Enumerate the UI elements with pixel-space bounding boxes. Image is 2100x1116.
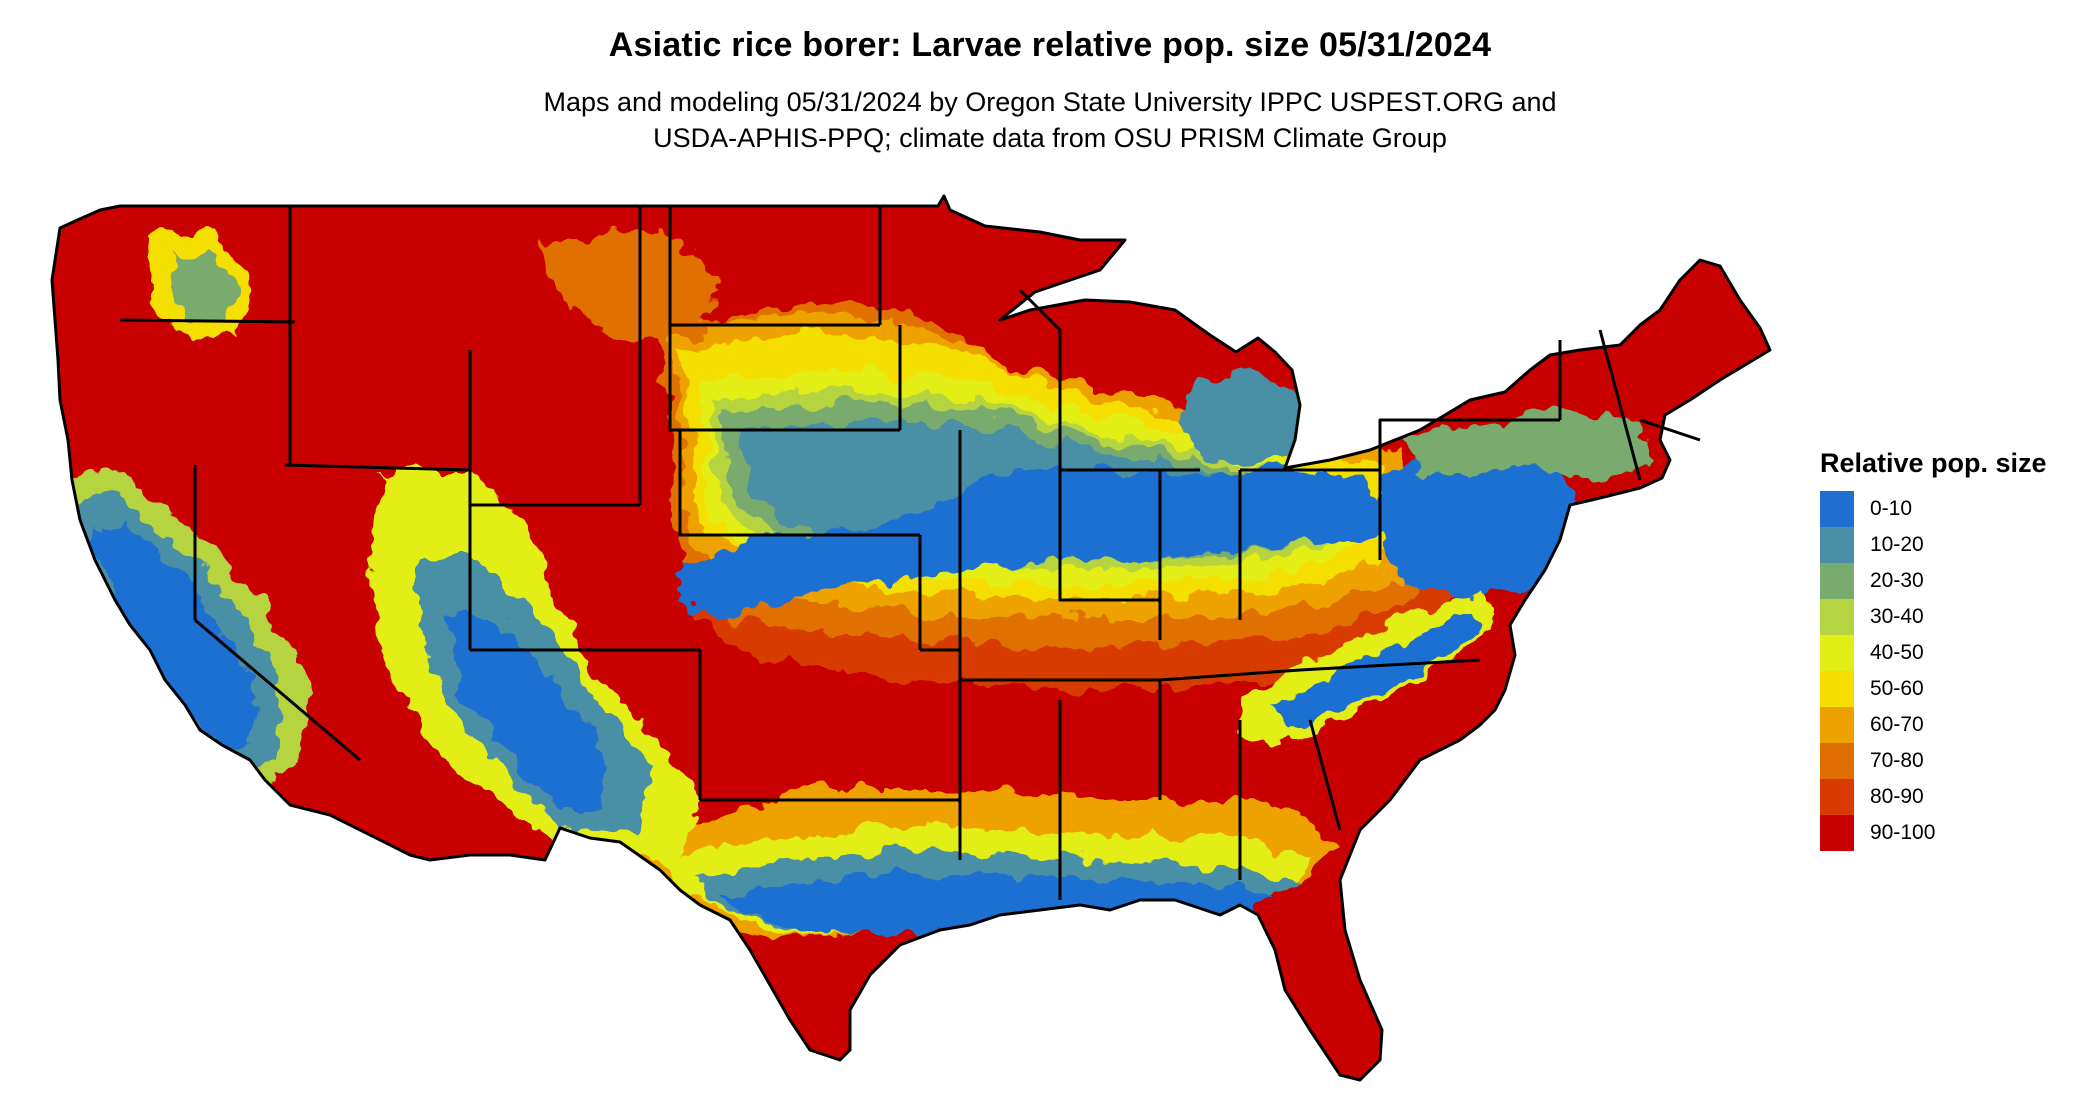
zone-10-20-michigan [1180, 370, 1300, 465]
legend-item: 10-20 [1820, 527, 2047, 563]
subtitle-line-2: USDA-APHIS-PPQ; climate data from OSU PR… [653, 123, 1447, 153]
state-boundaries [50, 194, 1772, 1082]
legend-label: 50-60 [1870, 677, 1924, 700]
zone-70-80-montana-dakotas [540, 230, 720, 340]
legend-item: 90-100 [1820, 815, 2047, 851]
zone-0-10-mid-atlantic [1380, 455, 1580, 600]
legend-title: Relative pop. size [1820, 448, 2047, 478]
zone-0-10-colorado-plateau [450, 620, 610, 810]
legend-label: 40-50 [1870, 641, 1924, 664]
legend-item: 80-90 [1820, 779, 2047, 815]
legend-swatch [1820, 563, 1854, 599]
legend-item: 30-40 [1820, 599, 2047, 635]
legend-item: 20-30 [1820, 563, 2047, 599]
legend-label: 70-80 [1870, 749, 1924, 772]
zone-20-30-northeast [1400, 410, 1650, 480]
legend-item: 60-70 [1820, 707, 2047, 743]
map-title: Asiatic rice borer: Larvae relative pop.… [608, 26, 1492, 64]
legend-swatch [1820, 743, 1854, 779]
legend-label: 80-90 [1870, 785, 1924, 808]
legend-swatch [1820, 779, 1854, 815]
legend-label: 90-100 [1870, 821, 1936, 844]
legend-swatch [1820, 491, 1854, 527]
legend-swatch [1820, 527, 1854, 563]
zone-20-30-cascades [170, 255, 235, 325]
legend-item: 50-60 [1820, 671, 2047, 707]
legend-label: 20-30 [1870, 569, 1924, 592]
legend-label: 30-40 [1870, 605, 1924, 628]
legend-swatch [1820, 707, 1854, 743]
legend-label: 0-10 [1870, 497, 1913, 520]
legend-label: 60-70 [1870, 713, 1924, 736]
zone-0-10-appalachian [1270, 610, 1480, 730]
legend-items: 0-10 10-20 20-30 30-40 40-50 50-60 60-70 70-80 8… [1820, 491, 2047, 851]
legend-swatch [1820, 815, 1854, 851]
legend-item: 70-80 [1820, 743, 2047, 779]
map-zones [60, 230, 1650, 940]
legend-label: 10-20 [1870, 533, 1924, 556]
legend-swatch [1820, 635, 1854, 671]
zone-0-10-sierra [90, 520, 260, 750]
legend-item: 0-10 [1820, 491, 2047, 527]
legend-swatch [1820, 671, 1854, 707]
zone-0-10-corn-belt [680, 470, 1400, 620]
legend: Relative pop. size 0-10 10-20 20-30 30-40 40… [1820, 448, 2047, 851]
legend-item: 40-50 [1820, 635, 2047, 671]
map-subtitle: Maps and modeling 05/31/2024 by Oregon S… [0, 84, 2100, 156]
subtitle-line-1: Maps and modeling 05/31/2024 by Oregon S… [543, 87, 1557, 117]
legend-swatch [1820, 599, 1854, 635]
